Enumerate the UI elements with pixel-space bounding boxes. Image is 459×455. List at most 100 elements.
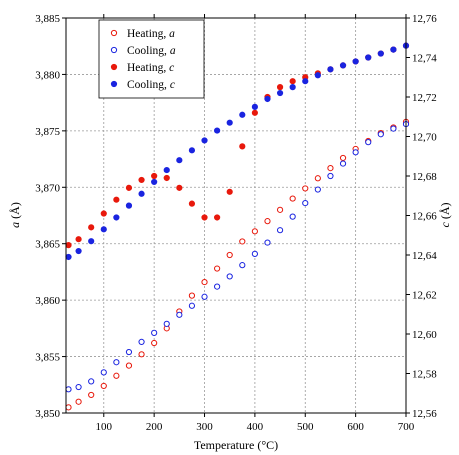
data-point xyxy=(75,383,82,391)
data-point xyxy=(125,362,133,369)
data-point xyxy=(352,58,359,65)
y-left-tick-label: 3,865 xyxy=(35,239,60,251)
x-tick-label: 200 xyxy=(146,421,163,433)
data-point xyxy=(138,176,145,184)
legend-label-cooling-a: Cooling, a xyxy=(127,45,176,57)
data-point xyxy=(226,251,233,259)
data-point xyxy=(377,131,384,138)
x-tick-label: 100 xyxy=(96,421,113,433)
y-left-tick-label: 3,880 xyxy=(35,69,60,81)
data-point xyxy=(75,247,82,255)
data-point xyxy=(65,253,72,261)
data-point xyxy=(264,239,271,246)
data-point xyxy=(276,84,284,91)
data-point xyxy=(201,293,208,300)
data-point xyxy=(125,184,133,191)
data-point xyxy=(214,265,221,272)
data-point xyxy=(390,46,397,53)
data-point xyxy=(163,174,170,182)
data-point xyxy=(125,348,133,356)
data-point xyxy=(314,186,321,193)
x-tick-label: 400 xyxy=(247,421,264,433)
plot-area xyxy=(65,42,410,411)
data-point xyxy=(314,175,321,182)
data-point xyxy=(239,111,246,118)
data-point xyxy=(251,228,258,235)
series-cooling-a xyxy=(65,120,410,393)
y-axis-left-var: a xyxy=(8,222,22,228)
y-right-tick-label: 12,66 xyxy=(412,211,437,223)
data-point xyxy=(339,160,347,167)
legend-label-cooling-c: Cooling, c xyxy=(127,79,175,91)
y-axis-left-title: a (Å) xyxy=(8,202,22,228)
legend-marker-cooling-a xyxy=(110,46,118,54)
y-left-tick-label: 3,860 xyxy=(35,295,60,307)
y-right-tick-label: 12,70 xyxy=(412,132,437,144)
data-point xyxy=(75,236,82,243)
data-point xyxy=(214,127,221,134)
data-point xyxy=(65,242,72,249)
data-point xyxy=(226,188,233,195)
data-point xyxy=(251,250,258,257)
data-point xyxy=(239,238,246,245)
data-point xyxy=(100,210,107,217)
data-point xyxy=(138,338,145,345)
y-axis-right-title: c (Å) xyxy=(438,203,452,228)
data-point xyxy=(214,214,221,221)
data-point xyxy=(113,359,120,366)
data-point xyxy=(302,199,309,207)
data-point xyxy=(276,227,284,234)
y-right-tick-label: 12,68 xyxy=(412,171,437,183)
y-right-tick-label: 12,74 xyxy=(412,53,437,65)
data-point xyxy=(264,95,271,103)
x-tick-label: 300 xyxy=(196,421,213,433)
legend: Heating, a Cooling, a Heating, c Cooling… xyxy=(98,19,205,99)
data-point xyxy=(113,372,120,379)
data-point xyxy=(113,196,120,203)
data-point xyxy=(314,72,321,79)
data-point xyxy=(151,339,158,347)
data-point xyxy=(151,172,158,180)
legend-marker-heating-c xyxy=(110,63,118,71)
y-right-tick-label: 12,58 xyxy=(412,369,437,381)
x-tick-label: 500 xyxy=(297,421,314,433)
data-point xyxy=(251,103,258,110)
y-axis-left-unit: (Å) xyxy=(8,202,22,222)
y-right-tick-label: 12,60 xyxy=(412,329,437,341)
legend-marker-cooling-c xyxy=(110,80,118,88)
y-left-tick-label: 3,875 xyxy=(35,126,60,138)
data-point xyxy=(100,382,107,390)
data-point xyxy=(276,89,284,97)
data-point xyxy=(176,157,183,164)
data-point xyxy=(226,119,233,126)
x-tick-label: 600 xyxy=(347,421,364,433)
y-left-tick-label: 3,855 xyxy=(35,352,60,364)
legend-label-heating-a: Heating, a xyxy=(127,28,175,40)
data-point xyxy=(276,206,284,213)
x-axis-title: Temperature (°C) xyxy=(194,438,278,452)
data-point xyxy=(176,184,183,191)
data-point xyxy=(327,66,334,73)
y-right-tick-label: 12,76 xyxy=(412,13,437,25)
data-point xyxy=(365,54,372,61)
data-point xyxy=(138,351,145,358)
data-point xyxy=(65,404,72,411)
data-point xyxy=(88,238,95,245)
data-point xyxy=(88,391,95,399)
data-point xyxy=(201,214,208,221)
y-right-tick-label: 12,64 xyxy=(412,250,437,262)
data-point xyxy=(352,149,359,156)
data-point xyxy=(239,262,246,269)
y-right-tick-label: 12,62 xyxy=(412,290,437,302)
data-point xyxy=(188,302,196,309)
data-point xyxy=(226,273,233,280)
data-point xyxy=(163,320,170,327)
data-point xyxy=(65,386,72,393)
data-point xyxy=(100,226,107,233)
data-point xyxy=(100,369,107,376)
data-point xyxy=(365,139,372,146)
y-axis-right-unit: (Å) xyxy=(438,203,452,223)
data-point xyxy=(289,195,296,202)
